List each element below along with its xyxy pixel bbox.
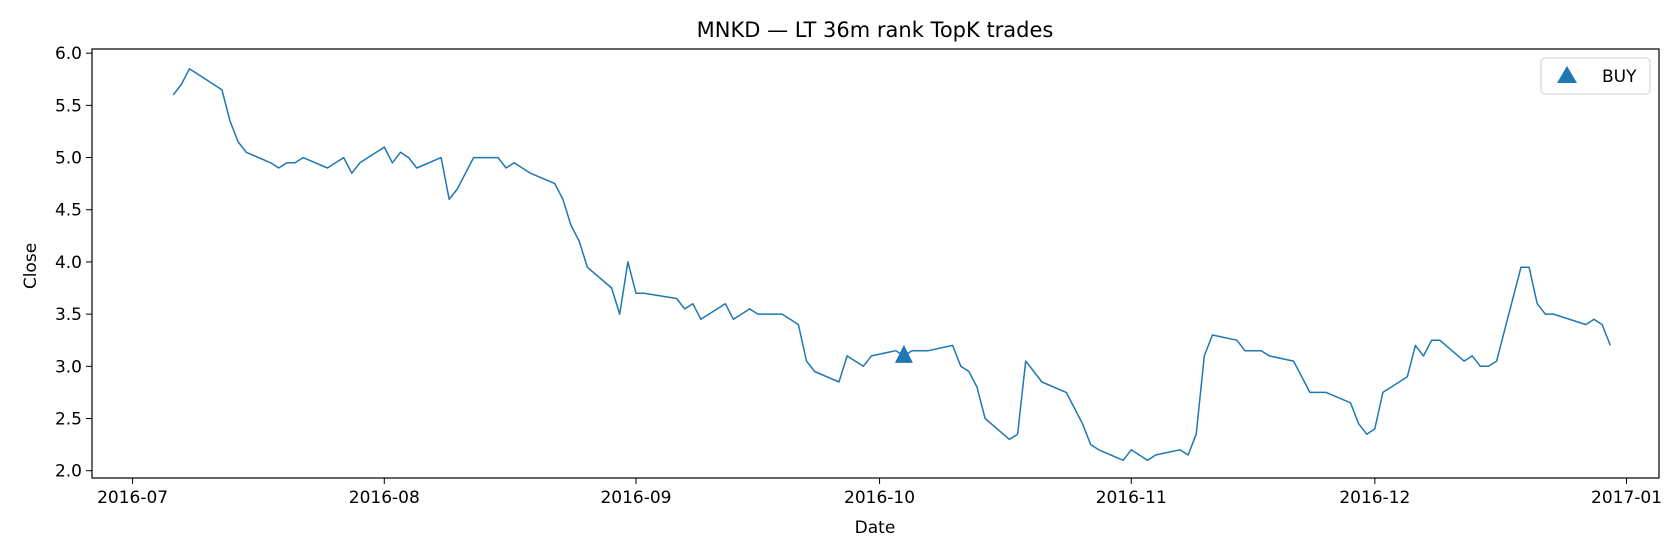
- x-axis-label: Date: [855, 518, 896, 538]
- y-tick-label: 4.5: [55, 201, 82, 221]
- buy-marker: [894, 344, 913, 363]
- y-tick-label: 2.0: [55, 462, 82, 482]
- x-tick-label: 2016-12: [1339, 488, 1410, 508]
- x-tick-label: 2016-07: [97, 488, 168, 508]
- y-tick-label: 2.5: [55, 410, 82, 430]
- x-axis: 2016-07 2016-08 2016-09 2016-10 2016-11 2016-…: [97, 478, 1662, 508]
- y-axis: 2.0 2.5 3.0 3.5 4.0 4.5 5.0 5.5 6.0: [55, 44, 92, 482]
- x-tick-label: 2016-09: [600, 488, 671, 508]
- x-tick-label: 2016-08: [349, 488, 420, 508]
- marker-layer: [894, 344, 913, 363]
- y-tick-label: 5.5: [55, 96, 82, 116]
- x-tick-label: 2017-01: [1591, 488, 1662, 508]
- legend-buy-label: BUY: [1602, 67, 1637, 87]
- chart-title: MNKD — LT 36m rank TopK trades: [697, 18, 1054, 42]
- y-axis-label: Close: [21, 243, 41, 289]
- plot-frame: [91, 48, 1660, 479]
- legend-buy-marker: [1557, 66, 1577, 83]
- legend: BUY: [1540, 57, 1651, 95]
- legend-box: [1540, 57, 1651, 95]
- y-tick-label: 4.0: [55, 253, 82, 273]
- y-tick-label: 3.0: [55, 357, 82, 377]
- y-tick-label: 5.0: [55, 149, 82, 169]
- series-layer: [172, 68, 1611, 462]
- close-price-line: [172, 68, 1611, 462]
- y-tick-label: 6.0: [55, 44, 82, 64]
- x-tick-label: 2016-11: [1096, 488, 1167, 508]
- y-tick-label: 3.5: [55, 305, 82, 325]
- x-tick-label: 2016-10: [844, 488, 915, 508]
